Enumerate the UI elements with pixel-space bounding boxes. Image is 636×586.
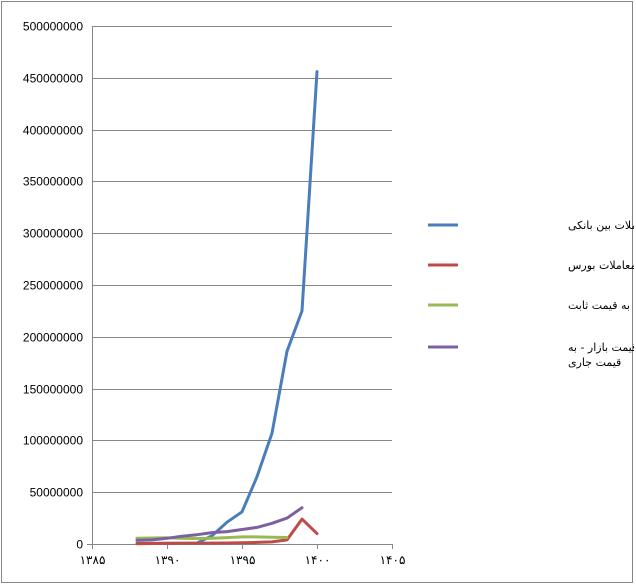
legend-label-3: تولید ناخالص ملی به قیمت ثابت <box>568 299 634 312</box>
series-line-1 <box>135 70 319 545</box>
y-tick-label: 100000000 <box>23 434 83 448</box>
legend-label-4: تولید ناخالص ملی به قیمت بازار - به <box>568 341 634 354</box>
series-line-2 <box>135 517 319 546</box>
y-tick-label: 250000000 <box>23 279 83 293</box>
y-tick-label: 150000000 <box>23 383 83 397</box>
series-line-4 <box>135 506 304 542</box>
y-tick-label: 450000000 <box>23 72 83 86</box>
legend: حجم معاملات بین بانکی ارزش معاملات بورس تو… <box>428 219 634 369</box>
gridlines <box>92 26 392 493</box>
y-axis-tick-labels: 0 50000000 100000000 150000000 200000000 2500… <box>23 20 83 552</box>
x-axis-tick-labels: ۱۳۸۵ ۱۳۹۰ ۱۳۹۵ ۱۴۰۰ ۱۴۰۵ <box>80 553 406 567</box>
x-tick-label: ۱۴۰۵ <box>380 553 406 567</box>
y-tick-label: 300000000 <box>23 227 83 241</box>
y-tick-label: 400000000 <box>23 124 83 138</box>
y-tick-label: 50000000 <box>30 486 84 500</box>
legend-label-4: قیمت جاری <box>568 356 621 369</box>
y-tick-label: 500000000 <box>23 20 83 34</box>
series-lines <box>135 70 319 546</box>
x-tick-label: ۱۳۹۵ <box>230 553 256 567</box>
y-tick-label: 350000000 <box>23 175 83 189</box>
x-tick-label: ۱۴۰۰ <box>305 553 331 567</box>
y-tick-label: 200000000 <box>23 331 83 345</box>
y-tick-label: 0 <box>76 538 83 552</box>
legend-label-2: ارزش معاملات بورس <box>568 259 634 272</box>
x-tick-label: ۱۳۸۵ <box>80 553 106 567</box>
legend-label-1: حجم معاملات بین بانکی <box>568 219 634 232</box>
x-tick-label: ۱۳۹۰ <box>155 553 181 567</box>
axes <box>87 26 393 549</box>
